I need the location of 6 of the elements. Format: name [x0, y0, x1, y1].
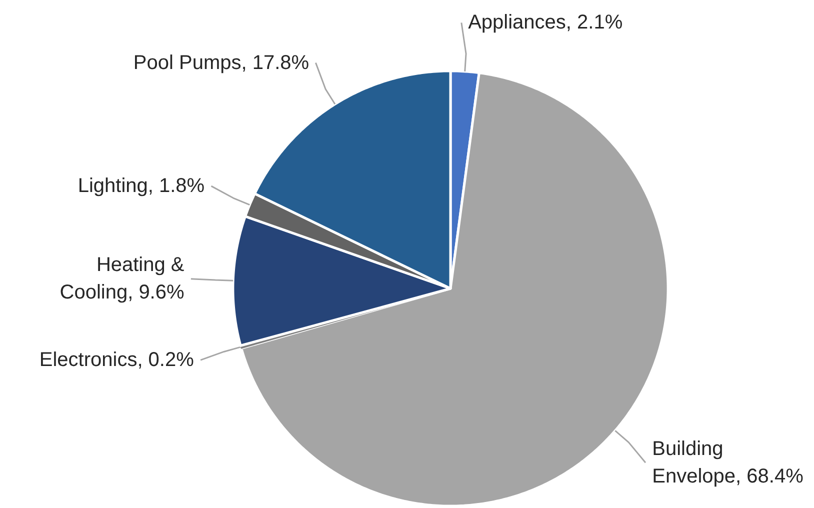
slice-label: Heating & Cooling, 9.6% — [60, 254, 185, 304]
slice-label: Appliances, 2.1% — [468, 12, 623, 34]
slice-label: Pool Pumps, 17.8% — [133, 52, 310, 74]
slice-label: Electronics, 0.2% — [39, 349, 194, 372]
slice-label: Building Envelope, 68.4% — [652, 438, 804, 488]
slice-label: Lighting, 1.8% — [78, 175, 205, 198]
